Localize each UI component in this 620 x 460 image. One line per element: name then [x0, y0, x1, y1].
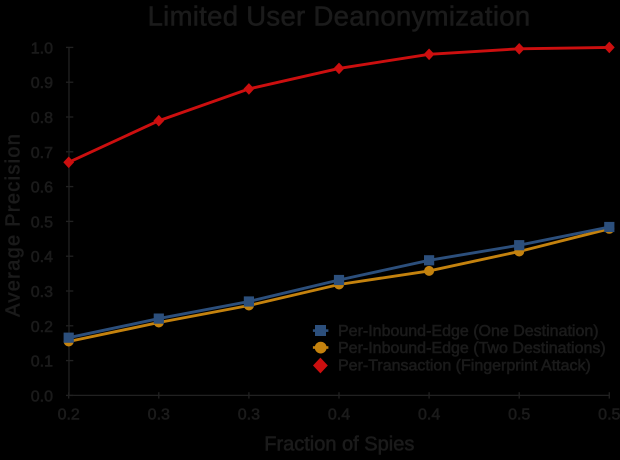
svg-text:0.4: 0.4 [31, 249, 53, 266]
svg-text:0.6: 0.6 [31, 180, 53, 197]
svg-text:Per-Inbound-Edge (One Destinat: Per-Inbound-Edge (One Destination) [338, 323, 599, 340]
svg-text:0.9: 0.9 [31, 75, 53, 92]
svg-text:0.8: 0.8 [31, 110, 53, 127]
svg-text:0.3: 0.3 [238, 407, 260, 424]
svg-text:Fraction of Spies: Fraction of Spies [264, 434, 414, 456]
svg-text:Per-Inbound-Edge (Two Destinat: Per-Inbound-Edge (Two Destinations) [338, 340, 606, 357]
svg-text:0.1: 0.1 [31, 354, 53, 371]
svg-text:1.0: 1.0 [31, 40, 53, 57]
svg-text:Average Precision: Average Precision [3, 133, 25, 317]
svg-text:Per-Transaction (Fingerprint A: Per-Transaction (Fingerprint Attack) [338, 357, 591, 374]
svg-text:0.5: 0.5 [31, 214, 53, 231]
svg-text:0.0: 0.0 [31, 388, 53, 405]
svg-text:0.4: 0.4 [418, 407, 440, 424]
svg-text:0.7: 0.7 [31, 145, 53, 162]
svg-text:0.3: 0.3 [148, 407, 170, 424]
svg-text:0.3: 0.3 [31, 284, 53, 301]
svg-text:0.2: 0.2 [31, 319, 53, 336]
svg-text:Limited User Deanonymization: Limited User Deanonymization [148, 1, 531, 32]
svg-text:0.5: 0.5 [598, 407, 620, 424]
svg-text:0.5: 0.5 [508, 407, 530, 424]
svg-text:0.2: 0.2 [58, 407, 80, 424]
svg-text:0.4: 0.4 [328, 407, 350, 424]
